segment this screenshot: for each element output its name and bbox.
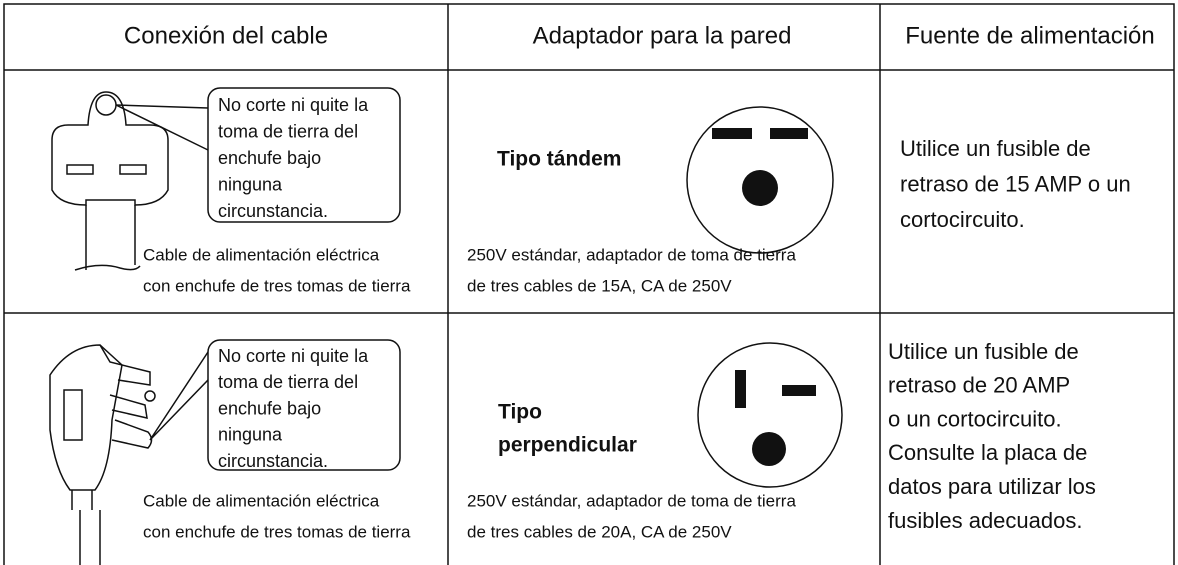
header-cell: Conexión del cable [124,22,328,49]
plug-caption: Cable de alimentación eléctrica [143,245,380,264]
plug-note: ninguna [218,174,283,194]
outlet-illustration [697,342,843,488]
plug-note: enchufe bajo [218,148,321,168]
plug-illustration [51,87,401,271]
outlet-illustration [686,106,834,254]
fuse-text: datos para utilizar los [888,474,1096,499]
outlet-caption: 250V estándar, adaptador de toma de tier… [467,491,796,510]
outlet-type: Tipo tándem [497,148,621,171]
header-cell: Fuente de alimentación [905,22,1155,49]
plug-note: ninguna [218,425,283,445]
plug-caption: con enchufe de tres tomas de tierra [143,276,411,295]
plug-note: circunstancia. [218,451,328,471]
plug-note: circunstancia. [218,201,328,221]
fuse-text: cortocircuito. [900,207,1025,232]
outlet-type: Tipo [498,401,542,424]
outlet-caption: de tres cables de 15A, CA de 250V [467,276,732,295]
outlet-type: perpendicular [498,434,637,457]
fuse-text: Utilice un fusible de [900,136,1091,161]
plug-caption: Cable de alimentación eléctrica [143,491,380,510]
header-cell: Adaptador para la pared [533,22,792,49]
fuse-text: o un cortocircuito. [888,406,1062,431]
plug-note: toma de tierra del [218,121,358,141]
outlet-caption: de tres cables de 20A, CA de 250V [467,522,732,541]
plug-note: enchufe bajo [218,398,321,418]
plug-note: No corte ni quite la [218,95,369,115]
fuse-text: Utilice un fusible de [888,339,1079,364]
plug-note: No corte ni quite la [218,346,369,366]
plug-note: toma de tierra del [218,372,358,392]
plug-illustration [49,339,401,565]
table-grid [3,3,1175,565]
plug-caption: con enchufe de tres tomas de tierra [143,522,411,541]
fuse-text: Consulte la placa de [888,440,1087,465]
fuse-text: fusibles adecuados. [888,508,1082,533]
fuse-text: retraso de 15 AMP o un [900,171,1131,196]
fuse-text: retraso de 20 AMP [888,373,1070,398]
outlet-caption: 250V estándar, adaptador de toma de tier… [467,245,796,264]
